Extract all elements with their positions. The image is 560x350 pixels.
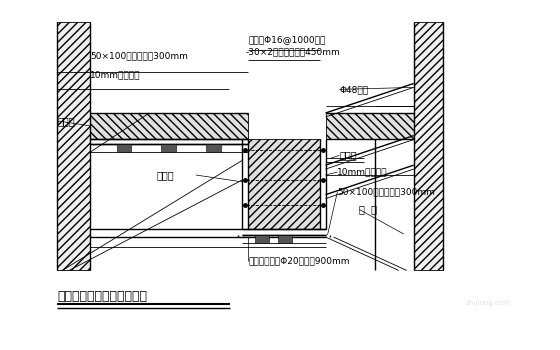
Text: 框架梁: 框架梁: [156, 170, 174, 180]
Text: 钉筋焊接支架Φ20，间距900mm: 钉筋焊接支架Φ20，间距900mm: [248, 256, 350, 265]
Bar: [248, 139, 320, 229]
Bar: [414, 22, 444, 271]
Text: 框架梁、现浇板模板支撑图: 框架梁、现浇板模板支撑图: [57, 289, 147, 302]
Text: 梁内撞Φ16@1000钉筋: 梁内撞Φ16@1000钉筋: [248, 35, 326, 44]
Text: 10mm厅复合板: 10mm厅复合板: [90, 71, 141, 79]
Text: zhulong.com: zhulong.com: [465, 300, 510, 306]
Bar: [255, 235, 269, 243]
Text: -30×2对拉扁铁间距450mm: -30×2对拉扁铁间距450mm: [245, 47, 340, 56]
Text: Φ48钉管: Φ48钉管: [339, 85, 368, 94]
Text: 10mm厅复合板: 10mm厅复合板: [338, 168, 388, 176]
Text: 50×100木枳，间距300mm: 50×100木枳，间距300mm: [90, 51, 188, 60]
Text: 斜  支: 斜 支: [359, 204, 377, 215]
Text: 50×100木枳，间距300mm: 50×100木枳，间距300mm: [338, 187, 435, 196]
Bar: [57, 22, 90, 271]
Text: 现浇板: 现浇板: [57, 116, 75, 126]
Bar: [206, 145, 221, 152]
Text: 阴角模: 阴角模: [339, 150, 357, 160]
Bar: [325, 113, 414, 139]
Bar: [278, 235, 292, 243]
Bar: [90, 113, 248, 139]
Bar: [116, 145, 132, 152]
Bar: [161, 145, 176, 152]
